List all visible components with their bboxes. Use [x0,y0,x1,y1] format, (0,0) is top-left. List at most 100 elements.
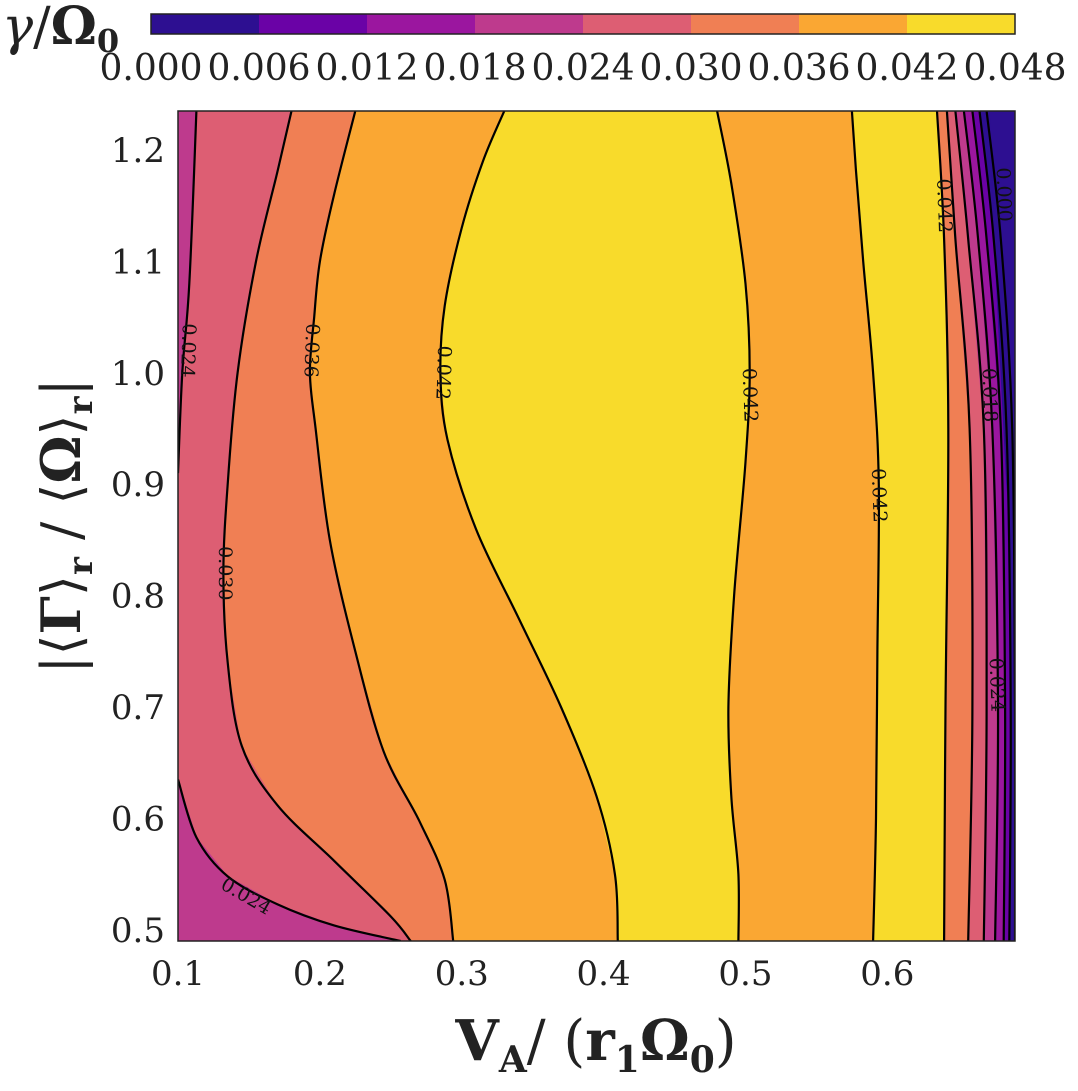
x-tick-label: 0.5 [718,954,772,994]
contour-label: 0.024 [176,323,200,378]
contour-label-text: 0.030 [214,546,236,600]
y-tick-label: 0.8 [111,577,165,617]
y-label-angle-1: ⟩ [30,575,93,596]
y-label-bar-l: |⟨ [30,634,93,673]
contour-label-text: 0.036 [299,323,323,378]
colorbar-label-slash: / [33,0,51,57]
y-tick-label: 1.0 [111,354,165,394]
colorbar-tick-label: 0.000 [99,48,202,89]
contour-line [978,111,1012,941]
colorbar-band [151,14,260,34]
contour-line [850,111,881,941]
colorbar-ticks: 0.000 0.006 0.012 0.018 0.024 0.030 0.036 0.042… [99,48,1066,89]
colorbar-band [367,14,476,34]
contour-line [178,111,198,474]
x-label-omega: Ω [640,1008,690,1074]
contour-label-text: 0.024 [176,323,200,378]
y-label-bar-r: | [30,378,93,396]
x-axis-label: VA/ (r1Ω0) [454,1008,736,1081]
contour-label: 0.042 [738,368,762,423]
x-label-r: r [585,1008,616,1074]
colorbar-label: γ/Ω0 [2,0,119,60]
contour-fills [178,111,1015,941]
y-axis-label: |⟨Γ⟩r / ⟨Ω⟩r| [29,378,101,673]
colorbar-tick-label: 0.048 [963,48,1066,89]
y-axis-ticks: 0.5 0.6 0.7 0.8 0.9 1.0 1.1 1.2 [111,131,165,951]
plot-frame [177,110,1016,942]
x-tick-label: 0.4 [577,954,631,994]
y-label-sub-r2: r [61,395,101,414]
colorbar-band [583,14,692,34]
contour-line [308,111,455,941]
y-label-omega: Ω [29,435,93,483]
x-tick-label: 0.6 [860,954,914,994]
colorbar-tick-label: 0.036 [747,48,850,89]
y-label-mid: / ⟨ [30,484,93,558]
y-label-gamma: Γ [29,596,93,634]
y-label-sub-r1: r [61,556,101,575]
contour-label: 0.030 [214,546,236,600]
contour-lines [178,111,1015,941]
y-tick-label: 0.5 [111,911,165,951]
colorbar-band [475,14,584,34]
contour-label-text: 0.042 [932,178,956,233]
x-label-sub-1: 1 [615,1039,640,1081]
contour-label: 0.042 [867,468,891,523]
y-tick-label: 1.1 [111,242,165,282]
colorbar-band [799,14,908,34]
colorbar-tick-label: 0.006 [207,48,310,89]
x-label-rest: / ( [527,1009,586,1074]
x-label-sub-0: 0 [690,1039,715,1081]
contour-label-text: 0.024 [985,657,1009,712]
contour-labels: 0.024 0.024 0.030 0.036 0.042 0.042 0.042 0.042… [176,167,1016,919]
x-label-sub-a: A [498,1039,528,1081]
contour-line [945,111,974,941]
contour-label-text: 0.042 [738,368,762,423]
x-axis-ticks: 0.1 0.2 0.3 0.4 0.5 0.6 [151,954,914,994]
contour-label-text: 0.018 [978,368,1002,423]
colorbar: 0.000 0.006 0.012 0.018 0.024 0.030 0.036 0.042… [2,0,1067,89]
colorbar-band [259,14,368,34]
y-tick-label: 0.7 [111,688,165,728]
contour-line [178,779,401,941]
colorbar-tick-label: 0.042 [855,48,958,89]
contour-line [954,111,988,941]
contour-line [971,111,1007,941]
contour-label-text: 0.042 [431,345,455,400]
colorbar-tick-label: 0.018 [423,48,526,89]
colorbar-band [907,14,1016,34]
contour-line [985,111,1015,941]
x-tick-label: 0.2 [293,954,347,994]
x-tick-label: 0.1 [151,954,205,994]
colorbar-label-gamma: γ [2,0,34,57]
contour-line [439,111,619,941]
contour-label: 0.000 [992,167,1016,222]
contour-line [222,111,412,941]
colorbar-frame [150,13,1016,35]
colorbar-label-omega: Ω [51,0,97,57]
contour-label-text: 0.000 [992,167,1016,222]
contour-line [962,111,1000,941]
contour-label: 0.036 [299,323,323,378]
colorbar-tick-label: 0.024 [531,48,634,89]
contour-line [716,111,751,941]
contour-label: 0.024 [985,657,1009,712]
y-label-angle-2: ⟩ [30,414,93,435]
colorbar-label-sub: 0 [97,22,119,60]
contour-label: 0.042 [932,178,956,233]
plot-area: 0.024 0.024 0.030 0.036 0.042 0.042 0.042 0.042… [111,110,1016,994]
y-tick-label: 1.2 [111,131,165,171]
colorbar-tick-label: 0.030 [639,48,742,89]
x-label-v: V [454,1008,500,1074]
contour-line [935,111,950,941]
y-tick-label: 0.6 [111,799,165,839]
contour-label: 0.042 [431,345,455,400]
colorbar-bands [151,14,1016,34]
x-label-close: ) [715,1009,737,1074]
contour-label: 0.018 [978,368,1002,423]
colorbar-band [691,14,800,34]
colorbar-tick-label: 0.012 [315,48,418,89]
y-tick-label: 0.9 [111,465,165,505]
x-tick-label: 0.3 [435,954,489,994]
